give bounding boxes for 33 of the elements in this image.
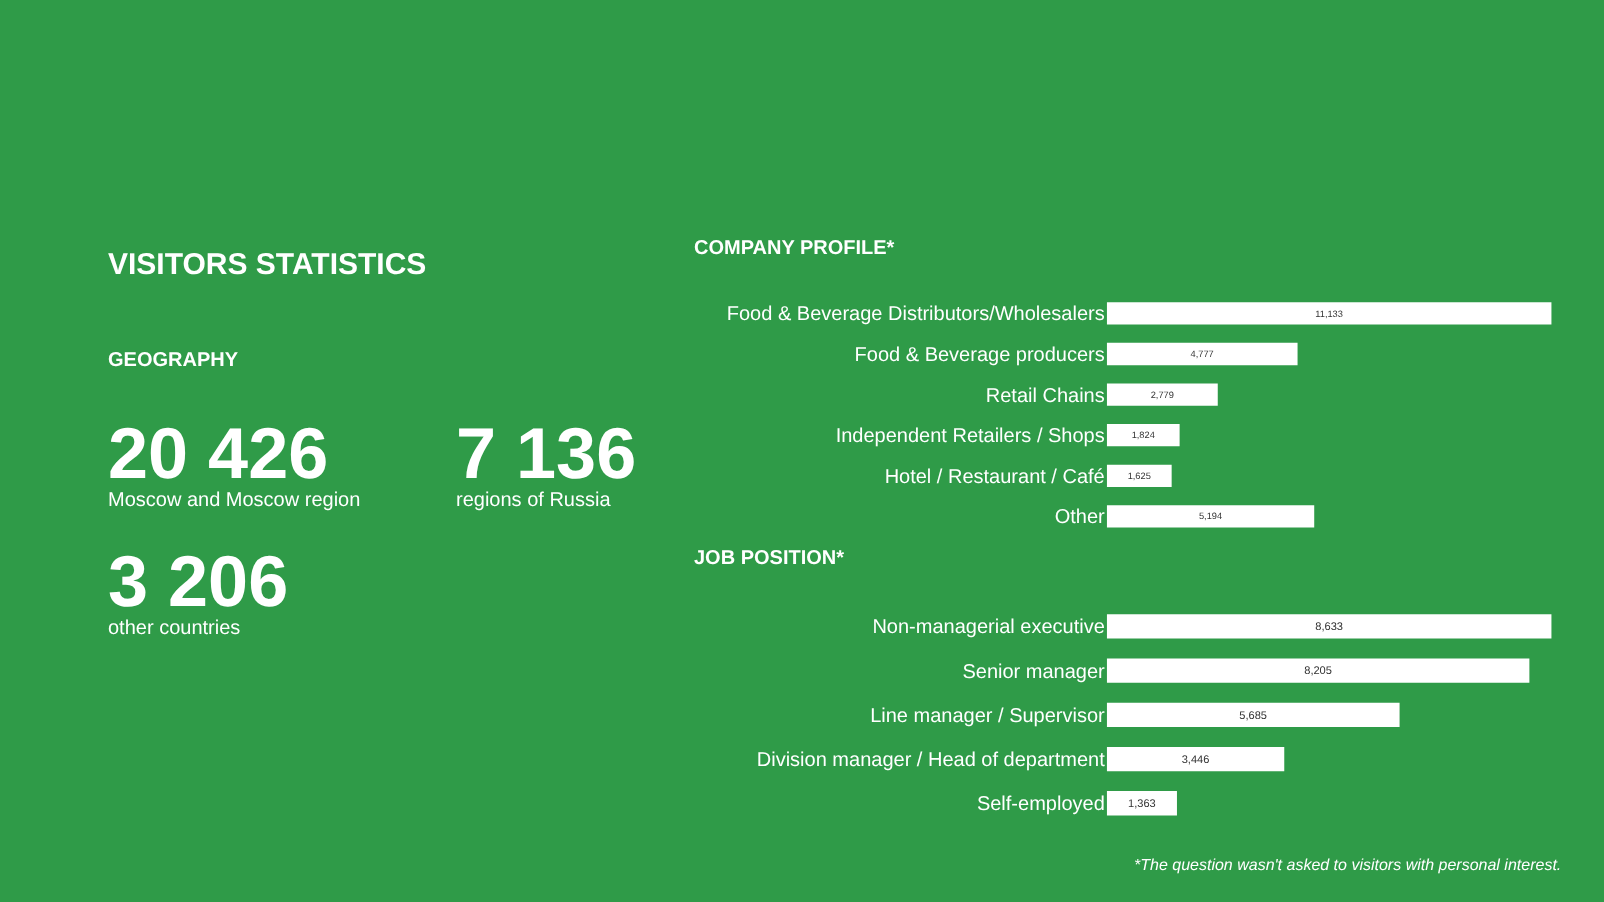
category-label: Moscow and Moscow region <box>108 490 361 512</box>
y-tick-label: Food & Beverage Distributors/Wholesalers <box>726 304 1105 327</box>
bar <box>1106 302 1552 325</box>
y-tick-label: Other <box>1054 507 1107 530</box>
y-tick-label: Hotel / Restaurant / Café <box>884 466 1106 489</box>
y-tick-label: Retail Chains <box>985 385 1105 408</box>
bar <box>1106 746 1285 772</box>
bar <box>1106 464 1172 487</box>
bar <box>1106 505 1315 528</box>
text: *The question wasn't asked to visitors with personal interest. <box>1134 856 1562 874</box>
y-tick-label: Line manager / Supervisor <box>870 705 1107 728</box>
bar <box>1106 658 1530 683</box>
bar <box>1106 614 1552 639</box>
bar <box>1106 383 1218 406</box>
text: GEOGRAPHY <box>108 350 239 372</box>
text: COMPANY PROFILE* <box>694 238 895 260</box>
data-label: 7 136 <box>456 412 637 494</box>
text: VISITORS STATISTICS <box>108 248 427 282</box>
data-label: 20 426 <box>108 412 329 494</box>
data-label: 3 206 <box>108 540 289 622</box>
y-tick-label: Self-employed <box>976 794 1105 817</box>
bar <box>1106 342 1298 366</box>
y-tick-label: Non-managerial executive <box>872 617 1106 640</box>
y-tick-label: Food & Beverage producers <box>854 345 1105 368</box>
y-tick-label: Division manager / Head of department <box>756 750 1106 773</box>
bar <box>1106 424 1180 447</box>
category-label: regions of Russia <box>456 490 612 512</box>
y-tick-label: Senior manager <box>962 661 1107 684</box>
category-label: other countries <box>108 618 241 640</box>
text: JOB POSITION* <box>694 548 845 570</box>
bar <box>1106 791 1177 816</box>
bar <box>1106 702 1400 727</box>
y-tick-label: Independent Retailers / Shops <box>835 426 1105 449</box>
